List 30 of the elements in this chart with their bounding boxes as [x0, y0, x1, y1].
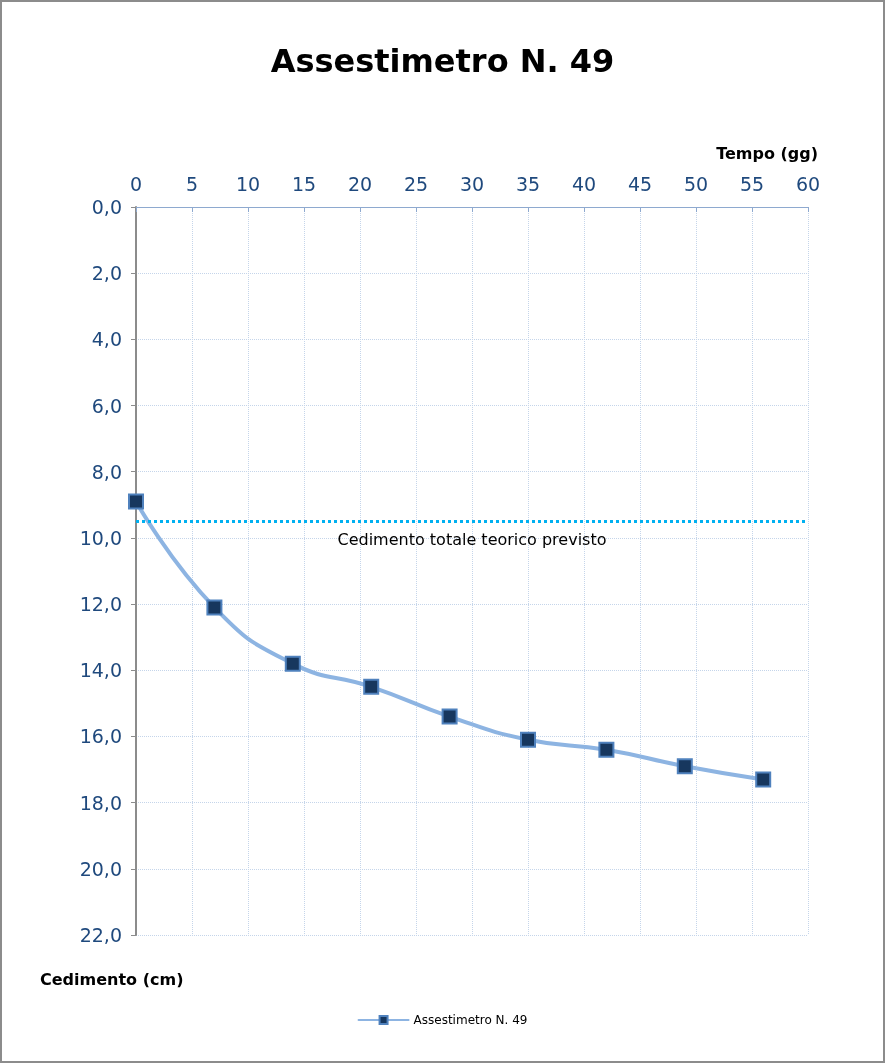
- y-tick-label: 2,0: [91, 262, 122, 285]
- ref-line-label: Cedimento totale teorico previsto: [337, 529, 607, 549]
- x-tick-label: 55: [739, 172, 765, 195]
- x-tick-label: 50: [683, 172, 709, 195]
- x-tick-label: 40: [571, 172, 597, 195]
- x-tick-label: 30: [459, 172, 485, 195]
- y-axis-title: Cedimento (cm): [40, 969, 184, 989]
- x-axis-title: Tempo (gg): [716, 143, 818, 163]
- legend-label: Assestimetro N. 49: [413, 1013, 528, 1027]
- y-tick-label: 0,0: [91, 196, 122, 218]
- x-tick-label: 5: [185, 172, 199, 195]
- chart-title: Assestimetro N. 49: [270, 42, 615, 80]
- x-tick-label: 10: [235, 172, 261, 195]
- y-tick-label: 4,0: [91, 328, 122, 351]
- y-tick-label: 16,0: [79, 725, 122, 748]
- x-tick-label: 25: [403, 172, 429, 195]
- x-tick-label: 60: [795, 172, 821, 195]
- y-tick-label: 12,0: [79, 593, 122, 616]
- y-tick-label: 10,0: [79, 526, 122, 549]
- y-tick-label: 20,0: [79, 857, 122, 880]
- y-tick-label: 14,0: [79, 659, 122, 682]
- y-tick-label: 8,0: [91, 460, 122, 483]
- x-tick-label: 15: [291, 172, 317, 195]
- x-tick-label: 45: [627, 172, 653, 195]
- x-tick-label: 35: [515, 172, 541, 195]
- y-tick-label: 18,0: [79, 791, 122, 814]
- x-tick-label: 20: [347, 172, 373, 195]
- x-tick-label: 0: [129, 172, 143, 195]
- y-tick-label: 6,0: [91, 394, 122, 417]
- y-tick-label: 22,0: [79, 924, 122, 946]
